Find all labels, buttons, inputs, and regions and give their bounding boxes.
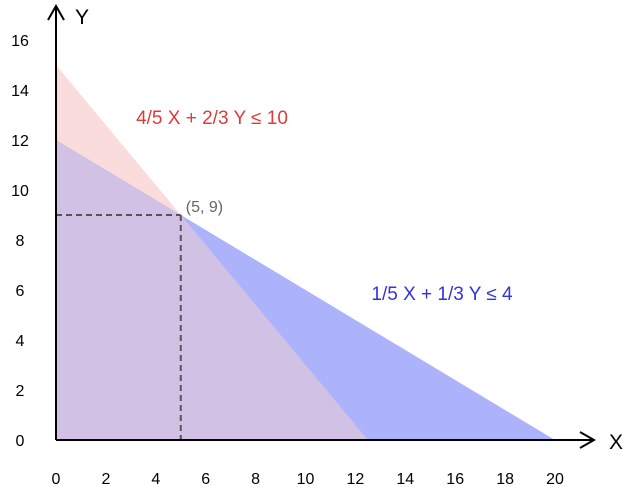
constraint-label-1: 4/5 X + 2/3 Y ≤ 10 xyxy=(136,108,288,129)
x-tick-label: 0 xyxy=(52,471,61,487)
y-tick-label: 6 xyxy=(16,283,25,300)
guides-layer xyxy=(56,214,182,440)
intersection-label-1: (5, 9) xyxy=(186,199,223,216)
y-tick-label: 8 xyxy=(16,233,25,250)
x-tick-label: 12 xyxy=(347,471,365,487)
constraint-label-2: 1/5 X + 1/3 Y ≤ 4 xyxy=(371,284,513,305)
x-tick-label: 20 xyxy=(546,471,564,487)
axes-layer xyxy=(47,3,597,449)
x-tick-label: 4 xyxy=(151,471,160,487)
x-tick-label: 16 xyxy=(446,471,464,487)
y-tick-label: 16 xyxy=(11,33,29,50)
y-tick-label: 14 xyxy=(11,83,29,100)
y-axis-arrow xyxy=(47,3,65,21)
regions-layer xyxy=(56,65,555,440)
y-tick-label: 12 xyxy=(11,133,29,150)
y-tick-label: 4 xyxy=(16,333,25,350)
labels-layer: 0 2 4 6 8 10 12 14 16 18 20 0 2 4 6 8 10 12 14 16 X Y 4/5 X + … xyxy=(11,6,623,487)
x-tick-label: 8 xyxy=(251,471,260,487)
y-tick-label: 0 xyxy=(16,433,25,450)
y-tick-label: 2 xyxy=(16,383,25,400)
overlap-region xyxy=(56,140,368,440)
x-tick-label: 18 xyxy=(496,471,514,487)
x-tick-label: 6 xyxy=(201,471,210,487)
x-tick-label: 14 xyxy=(396,471,414,487)
x-tick-label: 10 xyxy=(297,471,315,487)
x-tick-label: 2 xyxy=(101,471,110,487)
x-axis-arrow xyxy=(579,431,597,449)
x-axis-label: X xyxy=(609,431,623,454)
y-axis-label: Y xyxy=(75,6,89,29)
y-tick-label: 10 xyxy=(11,183,29,200)
